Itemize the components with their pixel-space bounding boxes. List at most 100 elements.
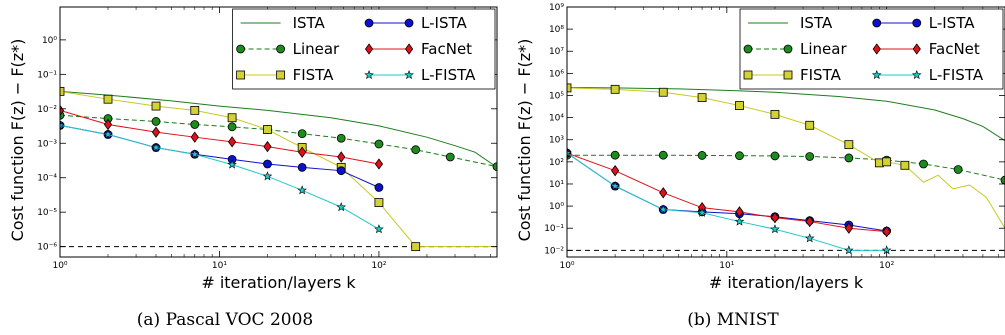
y-tick-label: 10¹ bbox=[549, 180, 564, 190]
data-point-linear bbox=[445, 152, 455, 162]
figure-caption: (b) MNIST bbox=[687, 310, 779, 330]
legend-label-ista: ISTA bbox=[800, 14, 833, 32]
data-point-l_fista bbox=[374, 224, 384, 234]
data-point-fista bbox=[190, 105, 200, 115]
y-tick-label: 10⁻⁶ bbox=[37, 243, 57, 253]
legend-label-ista: ISTA bbox=[293, 14, 326, 32]
data-point-l_fista bbox=[804, 233, 815, 243]
y-tick-label: 10³ bbox=[549, 136, 564, 146]
data-point-linear bbox=[297, 129, 307, 139]
data-point-facnet bbox=[882, 225, 891, 238]
x-tick-label: 10² bbox=[371, 261, 386, 271]
data-point-fista bbox=[103, 94, 113, 104]
data-point-l_fista bbox=[262, 171, 273, 181]
x-axis-label: # iteration/layers k bbox=[709, 273, 864, 292]
legend-marker-l_ista bbox=[404, 18, 414, 28]
data-point-linear bbox=[610, 150, 620, 160]
data-point-linear bbox=[374, 139, 384, 149]
legend-marker-linear bbox=[276, 44, 286, 54]
data-point-linear bbox=[658, 150, 668, 160]
legend-marker-facnet bbox=[404, 43, 414, 55]
legend-marker-linear bbox=[783, 44, 793, 54]
data-point-l_fista bbox=[734, 216, 745, 226]
data-point-l_fista bbox=[151, 142, 161, 152]
data-point-fista bbox=[805, 120, 815, 130]
data-point-fista bbox=[374, 198, 384, 207]
x-tick-label: 10¹ bbox=[212, 261, 227, 271]
legend-marker-linear bbox=[236, 44, 246, 54]
data-point-facnet bbox=[770, 211, 780, 224]
x-tick-label: 10⁰ bbox=[52, 261, 67, 271]
data-point-facnet bbox=[190, 131, 199, 143]
data-point-fista bbox=[60, 86, 65, 96]
data-point-facnet bbox=[611, 164, 620, 177]
data-point-l_fista bbox=[770, 224, 780, 234]
data-point-fista bbox=[882, 157, 892, 167]
y-tick-label: 10⁷ bbox=[549, 47, 564, 57]
data-point-linear bbox=[805, 152, 815, 161]
data-point-l_fista bbox=[697, 207, 707, 217]
data-point-l_ista bbox=[297, 162, 307, 172]
data-point-linear bbox=[492, 162, 497, 172]
x-tick-label: 10² bbox=[879, 261, 894, 271]
legend-marker-l_fista bbox=[404, 69, 414, 80]
legend-marker-fista bbox=[276, 70, 286, 80]
data-point-l_fista bbox=[227, 159, 237, 169]
series-line-ista bbox=[567, 86, 1005, 142]
y-tick-label: 10⁸ bbox=[549, 25, 564, 35]
chart-panel-2: 10⁰ 10¹ 10² 10⁻² 10⁻¹ 10⁰ 10¹ 10² 10³ 10⁴ 10⁵ 10⁶ 10… bbox=[515, 3, 1005, 330]
x-tick-label: 10⁰ bbox=[559, 261, 574, 271]
data-point-facnet bbox=[844, 222, 853, 234]
data-point-l_fista bbox=[297, 185, 307, 195]
series-line-linear bbox=[567, 154, 1005, 181]
data-point-fista bbox=[697, 93, 707, 103]
y-tick-label: 10⁰ bbox=[42, 36, 57, 46]
series-line-fista bbox=[60, 90, 497, 248]
y-tick-label: 10⁻² bbox=[544, 246, 564, 256]
y-axis-label: Cost function F(z) − F(z*) bbox=[515, 39, 534, 242]
legend-marker-linear bbox=[743, 44, 753, 54]
legend-label-l_ista: L-ISTA bbox=[929, 14, 975, 32]
series-group bbox=[567, 83, 1005, 255]
y-tick-label: 10⁴ bbox=[549, 114, 564, 124]
y-tick-label: 10⁻³ bbox=[37, 139, 57, 149]
data-point-facnet bbox=[298, 146, 307, 158]
data-point-fista bbox=[658, 87, 668, 97]
data-point-linear bbox=[227, 122, 237, 132]
y-tick-label: 10⁻² bbox=[37, 105, 57, 115]
y-tick-label: 10⁻¹ bbox=[544, 224, 564, 234]
data-point-facnet bbox=[374, 158, 384, 170]
data-point-fista bbox=[227, 113, 237, 123]
series-line-linear bbox=[60, 114, 497, 168]
data-point-facnet bbox=[263, 140, 272, 153]
legend-label-fista: FISTA bbox=[800, 66, 842, 84]
legend: ISTA Linear FISTA L-ISTA FacNet L-FISTA bbox=[739, 8, 1004, 90]
data-point-linear bbox=[336, 133, 346, 143]
legend-marker-l_ista bbox=[872, 18, 882, 28]
data-point-l_fista bbox=[336, 202, 346, 212]
legend-marker-facnet bbox=[872, 43, 881, 55]
y-axis-label: Cost function F(z) − F(z*) bbox=[8, 39, 27, 242]
legend-marker-l_ista bbox=[912, 18, 922, 28]
data-point-fista bbox=[263, 125, 272, 134]
data-point-linear bbox=[151, 117, 161, 126]
y-tick-label: 10⁹ bbox=[549, 3, 564, 13]
data-point-l_ista bbox=[263, 159, 272, 169]
legend-marker-l_fista bbox=[871, 69, 882, 80]
data-point-linear bbox=[919, 159, 928, 169]
data-point-l_fista bbox=[567, 148, 572, 158]
y-tick-label: 10⁰ bbox=[549, 202, 564, 212]
legend-marker-facnet bbox=[912, 43, 921, 55]
data-point-fista bbox=[610, 84, 620, 94]
legend-marker-fista bbox=[743, 70, 753, 80]
legend-label-linear: Linear bbox=[800, 40, 847, 58]
y-tick-label: 10⁻⁵ bbox=[37, 208, 57, 218]
data-point-l_fista bbox=[610, 181, 620, 191]
legend-marker-l_fista bbox=[364, 69, 374, 80]
data-point-linear bbox=[697, 151, 707, 160]
data-point-facnet bbox=[337, 151, 346, 163]
data-point-facnet bbox=[805, 215, 814, 228]
data-point-fista bbox=[735, 101, 744, 110]
data-point-linear bbox=[411, 145, 421, 155]
